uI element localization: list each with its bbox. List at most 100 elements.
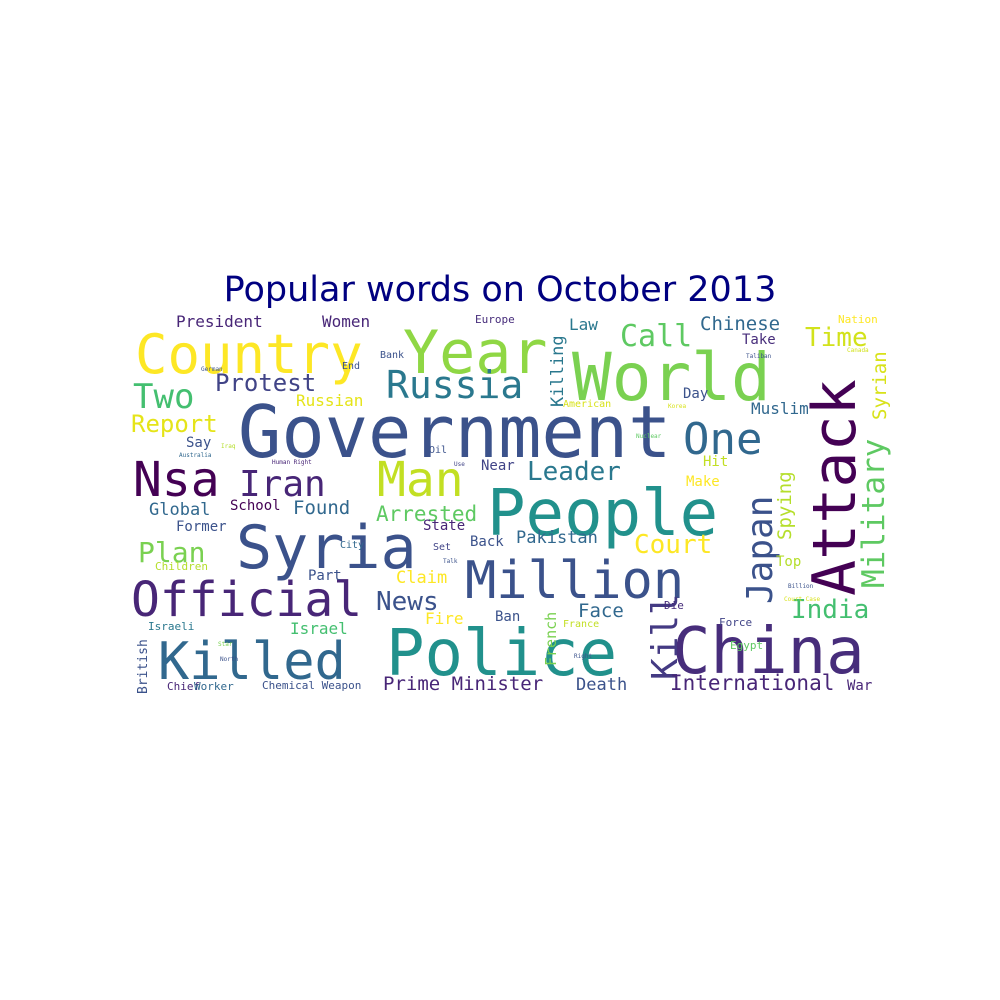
word-iraq: Iraq	[221, 443, 236, 450]
word-israeli: Israeli	[148, 620, 194, 633]
word-part: Part	[308, 568, 342, 584]
word-nsa: Nsa	[133, 452, 220, 508]
word-back: Back	[470, 534, 504, 550]
word-call: Call	[620, 319, 692, 354]
word-global: Global	[149, 500, 210, 520]
word-prime-minister: Prime Minister	[383, 673, 543, 695]
word-set: Set	[433, 542, 451, 553]
word-near: Near	[481, 458, 515, 474]
word-one: One	[683, 414, 762, 465]
word-japan: Japan	[740, 496, 781, 604]
word-international: International	[670, 671, 834, 695]
word-million: Million	[465, 551, 684, 611]
word-syrian: Syrian	[869, 351, 891, 420]
word-time: Time	[805, 323, 868, 353]
word-american: American	[563, 399, 611, 410]
word-top: Top	[776, 554, 801, 570]
word-die: Die	[664, 599, 684, 612]
word-muslim: Muslim	[751, 399, 809, 418]
word-france: France	[563, 619, 599, 630]
word-women: Women	[322, 312, 370, 331]
word-chinese: Chinese	[700, 313, 780, 335]
word-school: School	[230, 498, 281, 514]
word-chief: Chief	[167, 680, 200, 693]
word-court-case: Court Case	[784, 596, 821, 603]
word-two: Two	[133, 377, 194, 417]
word-face: Face	[578, 600, 624, 622]
word-russian: Russian	[296, 391, 363, 410]
word-arrested: Arrested	[376, 502, 477, 526]
word-ban: Ban	[495, 609, 520, 625]
word-found: Found	[293, 497, 350, 519]
word-leader: Leader	[527, 457, 621, 487]
word-world: World	[572, 339, 771, 416]
word-canada: Canada	[847, 347, 869, 354]
word-spying: Spying	[774, 471, 796, 540]
word-egypt: Egypt	[730, 639, 763, 652]
chart-title: Popular words on October 2013	[223, 270, 777, 310]
word-hit: Hit	[703, 454, 728, 470]
word-french: French	[542, 612, 560, 666]
word-man: Man	[377, 452, 464, 508]
word-news: News	[376, 587, 439, 617]
word-claim: Claim	[396, 568, 447, 588]
word-government: Government	[238, 390, 671, 474]
word-state: State	[423, 518, 465, 534]
word-people: People	[487, 477, 718, 551]
word-law: Law	[569, 315, 598, 334]
word-german: German	[201, 366, 223, 373]
word-chemical-weapon: Chemical Weapon	[262, 679, 361, 692]
word-killed: Killed	[158, 632, 346, 692]
word-india: India	[791, 595, 869, 625]
word-north: North	[220, 656, 238, 663]
word-australia: Australia	[179, 452, 212, 459]
word-use: Use	[454, 461, 465, 468]
word-taliban: Taliban	[746, 353, 772, 360]
word-official: Official	[131, 572, 362, 628]
word-iran: Iran	[239, 464, 326, 505]
word-nation: Nation	[838, 313, 878, 326]
word-day: Day	[683, 386, 708, 402]
word-city: City	[340, 540, 364, 551]
word-force: Force	[719, 616, 752, 629]
word-europe: Europe	[475, 313, 515, 326]
word-syria: Syria	[236, 513, 417, 583]
word-death: Death	[576, 675, 627, 695]
word-british: British	[136, 639, 151, 694]
word-billion: Billion	[788, 583, 814, 590]
word-killing: Killing	[548, 335, 568, 407]
word-oil: Oil	[429, 445, 447, 456]
word-israel: Israel	[290, 619, 348, 638]
word-make: Make	[686, 474, 720, 490]
word-fire: Fire	[425, 609, 464, 628]
word-star: Star	[218, 641, 233, 648]
word-korea: Korea	[668, 403, 686, 410]
word-report: Report	[131, 410, 218, 438]
word-right: Right	[574, 653, 592, 660]
word-take: Take	[742, 332, 776, 348]
word-pakistan: Pakistan	[516, 528, 598, 548]
word-country: Country	[135, 323, 363, 386]
word-bank: Bank	[380, 350, 404, 361]
word-war: War	[847, 678, 872, 694]
word-police: Police	[386, 617, 617, 691]
word-children: Children	[155, 560, 208, 573]
word-year: Year	[403, 318, 548, 388]
word-russia: Russia	[386, 363, 523, 407]
word-protest: Protest	[215, 369, 316, 397]
word-nuclear: Nuclear	[636, 433, 662, 440]
word-military: Military	[856, 439, 892, 588]
word-end: End	[342, 361, 360, 372]
word-kill: Kill	[645, 593, 686, 680]
word-worker: Worker	[194, 680, 234, 693]
word-court: Court	[634, 530, 712, 560]
word-plan: Plan	[138, 536, 205, 569]
word-say: Say	[186, 435, 211, 451]
word-attack: Attack	[800, 379, 870, 596]
word-former: Former	[176, 519, 227, 535]
word-china: China	[672, 615, 865, 689]
word-talk: Talk	[443, 558, 458, 565]
word-human-right: Human Right	[272, 459, 312, 466]
